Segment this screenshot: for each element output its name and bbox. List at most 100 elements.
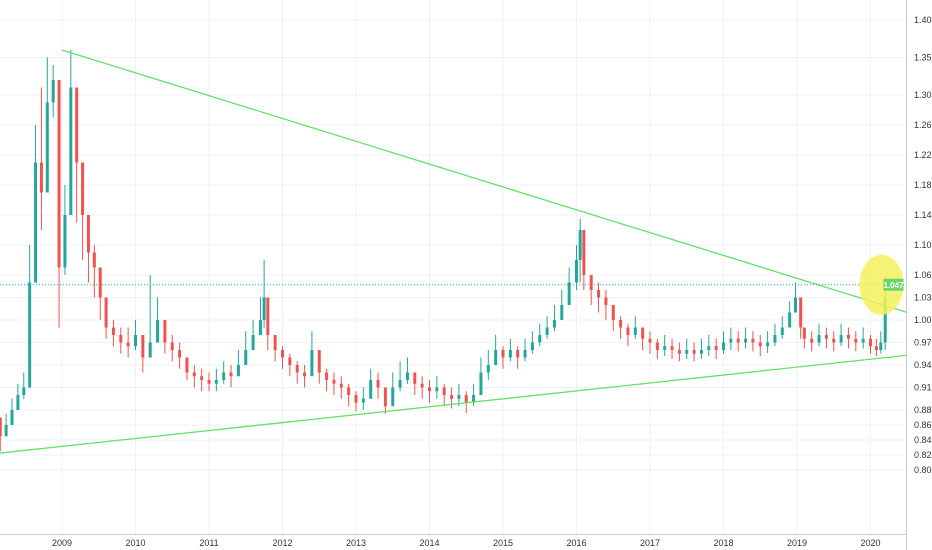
candle-body — [516, 350, 520, 358]
candle-body — [405, 372, 409, 380]
candle-body — [192, 372, 196, 377]
y-tick-label: 0.91 — [914, 383, 932, 393]
candle-body — [325, 372, 329, 380]
candle-body — [578, 230, 582, 260]
candle-body — [126, 342, 130, 347]
candle-body — [846, 335, 850, 339]
candle-body — [589, 275, 593, 290]
candle-body — [508, 350, 512, 358]
x-tick-label: 2009 — [52, 538, 72, 548]
candle-body — [582, 230, 586, 275]
y-tick-label: 1.03 — [914, 293, 932, 303]
candle-body — [501, 350, 505, 358]
y-tick-label: 1.40 — [914, 15, 932, 25]
candle-body — [57, 80, 61, 268]
x-tick-label: 2015 — [493, 538, 513, 548]
candle-body — [435, 387, 439, 392]
candle-body — [4, 425, 8, 437]
candle-body — [552, 320, 556, 328]
candle-body — [420, 383, 424, 388]
candle-body — [170, 342, 174, 350]
candle-body — [879, 342, 883, 350]
candle-body — [45, 102, 49, 193]
candle-body — [86, 215, 90, 253]
candle-body — [98, 267, 102, 298]
candle-body — [185, 357, 189, 373]
candle-body — [861, 338, 865, 343]
y-tick-label: 0.97 — [914, 338, 932, 348]
x-tick-label: 2012 — [272, 538, 292, 548]
candle-body — [16, 395, 20, 410]
candle-body — [530, 342, 534, 350]
trendlines-group — [0, 49, 908, 454]
candle-body — [670, 346, 674, 350]
candle-body — [28, 282, 32, 388]
candle-body — [799, 297, 803, 328]
candle-body — [633, 327, 637, 335]
candle-body — [707, 346, 711, 350]
y-tick-label: 0.80 — [914, 465, 932, 475]
candle-body — [281, 350, 284, 358]
candle-body — [178, 350, 182, 358]
candle-body — [156, 320, 160, 343]
candle-body — [567, 282, 571, 305]
trendline — [61, 49, 908, 314]
candle-body — [104, 297, 108, 328]
x-tick-label: 2018 — [713, 538, 733, 548]
candle-body — [266, 297, 270, 335]
candle-body — [655, 342, 659, 350]
candles-group — [0, 50, 887, 452]
candle-body — [773, 335, 777, 343]
candle-body — [10, 410, 14, 425]
candle-body — [824, 335, 828, 339]
candle-body — [163, 320, 167, 343]
candle-body — [692, 350, 696, 354]
x-tick-label: 2020 — [860, 538, 880, 548]
candle-body — [369, 380, 373, 399]
candle-body — [751, 338, 755, 343]
y-tick-label: 1.06 — [914, 270, 932, 280]
candle-body — [780, 327, 784, 335]
y-tick-label: 0.86 — [914, 420, 932, 430]
candle-body — [347, 387, 351, 395]
candle-body — [714, 346, 718, 350]
candle-body — [339, 383, 343, 388]
candle-body — [398, 380, 402, 388]
candle-body — [273, 335, 277, 350]
candle-body — [699, 350, 703, 354]
candle-body — [63, 215, 67, 268]
candle-body — [288, 357, 292, 365]
candle-body — [361, 398, 365, 403]
candle-body — [663, 346, 667, 350]
candle-body — [802, 327, 806, 339]
y-tick-label: 0.88 — [914, 405, 932, 415]
candle-body — [200, 376, 204, 380]
candle-body — [597, 290, 601, 298]
x-tick-label: 2016 — [566, 538, 586, 548]
y-tick-label: 1.26 — [914, 120, 932, 130]
candle-body — [92, 252, 96, 268]
candle-body — [494, 350, 498, 365]
y-tick-label: 1.10 — [914, 240, 932, 250]
candle-body — [214, 380, 218, 384]
candle-body — [619, 320, 623, 328]
candle-body — [869, 338, 872, 347]
candle-body — [874, 346, 878, 350]
candle-body — [479, 372, 483, 395]
candle-body — [744, 338, 748, 343]
candle-body — [854, 338, 858, 343]
candle-body — [450, 395, 454, 399]
candle-body — [391, 387, 395, 407]
candle-body — [604, 297, 608, 305]
candle-body — [641, 327, 645, 339]
candle-body — [317, 350, 321, 373]
candle-body — [883, 297, 887, 343]
candle-body — [134, 335, 137, 347]
candle-body — [758, 342, 762, 347]
candle-body — [236, 365, 240, 377]
candle-body — [832, 338, 836, 343]
candle-body — [538, 335, 542, 343]
candle-body — [839, 335, 843, 343]
